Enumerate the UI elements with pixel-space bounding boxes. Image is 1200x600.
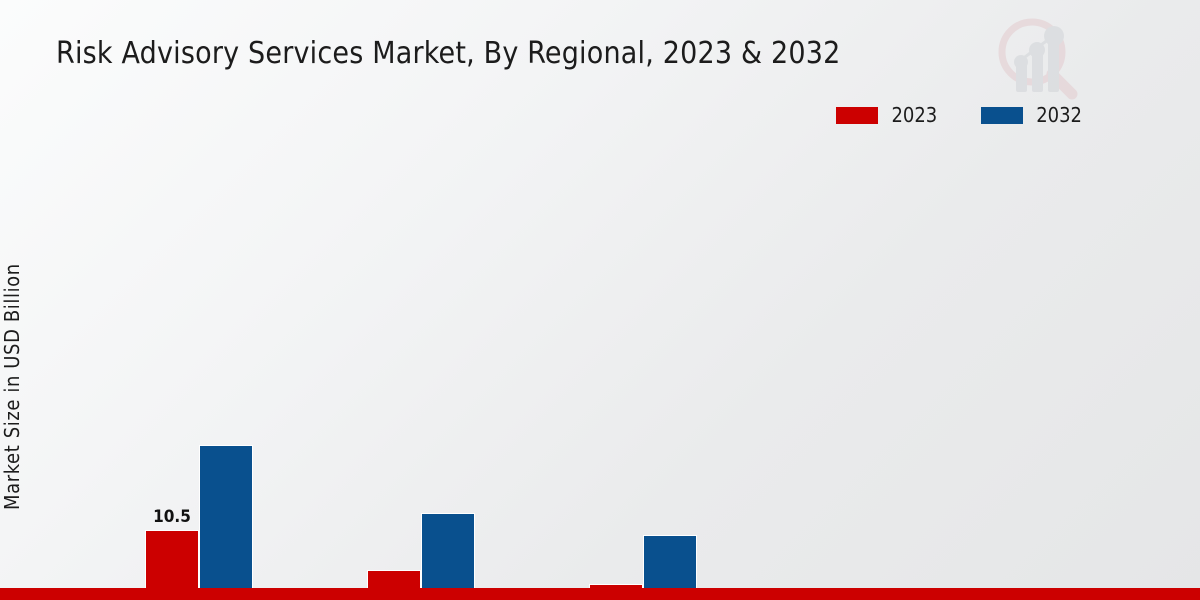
bar-group-apac: APAC [532,140,754,600]
bar-group-mea: MEA [976,140,1198,600]
bars-south-america [811,140,919,600]
legend-swatch-2023 [836,106,879,124]
bars-apac [589,140,697,600]
legend-label-2023: 2023 [891,103,938,127]
bar-group-europe: EUROPE [310,140,532,600]
bars-mea [1033,140,1141,600]
bar-europe-2032[interactable] [421,513,475,600]
legend-item-2023[interactable]: 2023 [836,103,937,127]
logo-watermark-icon [988,8,1084,100]
chart-title: Risk Advisory Services Market, By Region… [56,36,841,71]
bars-north-america: 10.5 [145,140,253,600]
legend-item-2032[interactable]: 2032 [981,103,1082,127]
bar-groups: 10.5 NORTH AMERICA EUROPE [88,140,1200,600]
plot-area: 10.5 NORTH AMERICA EUROPE [44,140,1156,600]
bar-value-label-north-america-2023: 10.5 [153,507,191,527]
footer-accent-bar [0,588,1200,600]
chart-legend: 2023 2032 [836,103,1082,127]
y-axis-title: Market Size in USD Billion [0,263,24,510]
legend-label-2032: 2032 [1036,103,1082,127]
legend-swatch-2032 [981,106,1024,124]
bar-north-america-2032[interactable] [199,445,253,600]
bar-group-south-america: SOUTH AMERICA [754,140,976,600]
bar-group-north-america: 10.5 NORTH AMERICA [88,140,310,600]
bars-europe [367,140,475,600]
